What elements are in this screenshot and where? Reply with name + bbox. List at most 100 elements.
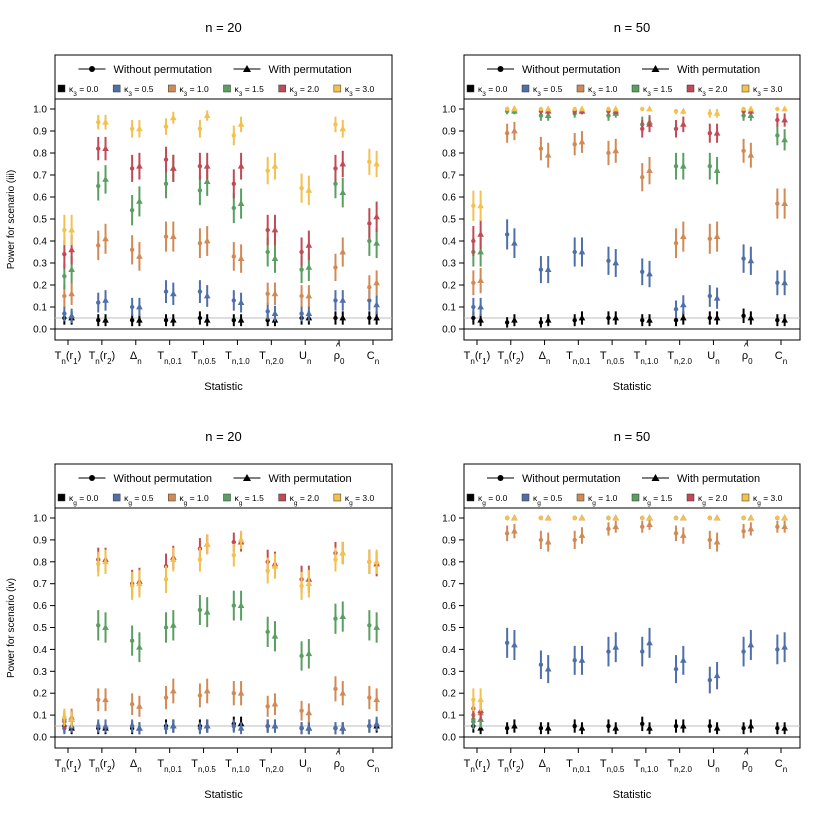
point-with-permutation — [271, 290, 279, 297]
point-without-permutation — [96, 723, 101, 729]
point-with-permutation — [203, 608, 211, 615]
point-with-permutation — [237, 200, 245, 206]
y-tick-label: 0.0 — [442, 325, 456, 336]
point-without-permutation — [163, 124, 169, 129]
point-with-permutation — [339, 296, 347, 303]
x-tick-label: Tn(r2) — [89, 350, 116, 366]
point-without-permutation — [367, 623, 372, 628]
point-without-permutation — [504, 232, 510, 237]
x-axis: Tn(r1) Tn(r2) Δn Tn,0.1 Tn,0.5 Tn,1.0 Tn,2.0 Un… — [464, 340, 787, 393]
x-axis: Tn(r1) Tn(r2) Δn Tn,0.1 Tn,0.5 Tn,1.0 Tn,2.0 Un… — [55, 748, 379, 801]
point-with-permutation — [373, 279, 380, 286]
point-with-permutation — [339, 724, 347, 731]
point-with-permutation — [271, 700, 279, 707]
y-tick-label: 0.2 — [33, 281, 47, 292]
point-with-permutation — [68, 312, 75, 319]
point-with-permutation — [680, 233, 687, 239]
point-without-permutation — [707, 677, 713, 683]
point-without-permutation — [640, 269, 645, 274]
point-with-permutation — [747, 514, 755, 521]
legend-label-without: Without permutation — [522, 64, 620, 76]
point-with-permutation — [680, 107, 687, 114]
point-without-permutation — [741, 515, 746, 521]
point-with-permutation — [170, 722, 177, 729]
legend-swatch-4 — [686, 493, 695, 502]
y-tick-label: 1.0 — [33, 105, 47, 116]
legend-colors: κg = 0.0 κg = 0.5 κg = 1.0 κg = 1.5 κg = 2.0… — [57, 493, 375, 507]
legend-swatch-5 — [333, 84, 342, 93]
point-with-permutation — [305, 724, 313, 731]
y-tick-label: 0.9 — [442, 127, 456, 138]
point-without-permutation — [231, 181, 237, 186]
y-tick-label: 0.4 — [442, 645, 456, 656]
point-with-permutation — [612, 105, 620, 112]
x-axis: Tn(r1) Tn(r2) Δn Tn,0.1 Tn,0.5 Tn,1.0 Tn,2.0 Un… — [464, 748, 787, 801]
point-without-permutation — [367, 221, 372, 226]
x-tick-label: Tn,2.0 — [259, 758, 284, 774]
point-without-permutation — [129, 318, 135, 323]
point-without-permutation — [299, 726, 304, 731]
point-without-permutation — [197, 188, 203, 193]
point-without-permutation — [265, 291, 270, 296]
point-without-permutation — [129, 247, 135, 252]
legend-entry-label: κg = 1.5 — [643, 493, 673, 507]
legend-label-without: Without permutation — [114, 64, 212, 76]
legend-entry-label: κg = 2.0 — [698, 493, 728, 507]
point-with-permutation — [477, 230, 484, 237]
point-without-permutation — [673, 109, 679, 114]
point-with-permutation — [237, 689, 245, 696]
point-with-permutation — [68, 246, 75, 253]
legend-entry-label: κg = 3.0 — [345, 493, 375, 507]
point-with-permutation — [203, 316, 211, 323]
legend-label-with: With permutation — [677, 64, 760, 76]
x-tick-label: Tn,0.1 — [157, 350, 182, 366]
point-without-permutation — [197, 557, 203, 562]
rho-hat-accent: ^ — [336, 750, 341, 761]
point-with-permutation — [646, 520, 653, 527]
point-without-permutation — [775, 201, 780, 206]
point-without-permutation — [775, 318, 780, 323]
legend-label-without: Without permutation — [114, 473, 212, 485]
point-without-permutation — [299, 653, 304, 659]
point-with-permutation — [203, 162, 211, 169]
point-with-permutation — [680, 301, 687, 308]
point-without-permutation — [471, 315, 476, 321]
point-without-permutation — [538, 726, 544, 731]
point-with-permutation — [680, 722, 687, 729]
point-with-permutation — [373, 696, 380, 703]
point-with-permutation — [339, 549, 347, 556]
y-tick-label: 0.5 — [33, 623, 47, 634]
legend-swatch-5 — [333, 493, 342, 502]
legend-swatch-3 — [223, 493, 231, 502]
point-with-permutation — [680, 656, 687, 663]
point-without-permutation — [129, 126, 135, 131]
point-with-permutation — [237, 299, 245, 305]
point-with-permutation — [237, 316, 245, 323]
point-with-permutation — [102, 175, 109, 182]
point-with-permutation — [544, 538, 552, 545]
point-with-permutation — [373, 623, 380, 630]
legend-entry-label: κ3 = 3.0 — [753, 84, 783, 98]
point-with-permutation — [544, 665, 552, 672]
point-with-permutation — [271, 722, 279, 729]
point-with-permutation — [578, 138, 586, 145]
point-with-permutation — [373, 160, 380, 167]
point-with-permutation — [578, 531, 586, 538]
point-without-permutation — [96, 146, 101, 151]
y-tick-label: 0.2 — [442, 689, 456, 700]
chart-panel-1: n = 20 Without permutation With permutatio… — [6, 20, 393, 393]
point-with-permutation — [373, 239, 380, 246]
legend-triangle-marker — [243, 474, 251, 481]
point-with-permutation — [680, 314, 687, 321]
point-without-permutation — [62, 311, 67, 316]
point-with-permutation — [646, 514, 653, 521]
point-without-permutation — [129, 723, 135, 729]
point-with-permutation — [612, 724, 620, 731]
point-without-permutation — [775, 524, 780, 529]
legend-swatch-3 — [631, 493, 640, 502]
x-tick-label: Tn,2.0 — [259, 350, 284, 366]
legend-swatch-5 — [741, 493, 750, 502]
x-axis-title: Statistic — [204, 381, 243, 393]
